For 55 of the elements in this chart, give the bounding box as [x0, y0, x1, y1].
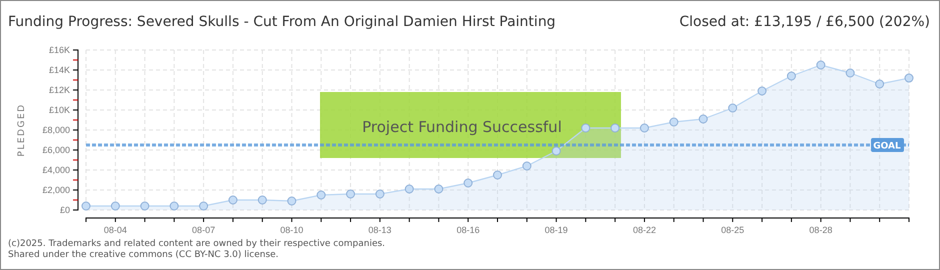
point — [110, 202, 120, 210]
point — [140, 202, 150, 210]
x-tick-label: 08-13 — [368, 225, 392, 236]
y-tick-label: £8,000 — [42, 124, 70, 135]
x-tick-label: 08-04 — [104, 225, 127, 236]
point — [904, 74, 914, 83]
point — [434, 184, 444, 194]
point — [82, 202, 90, 210]
point — [316, 190, 326, 200]
point — [669, 118, 678, 126]
point — [404, 184, 414, 194]
y-tick-label: £10K — [48, 104, 70, 115]
point — [552, 146, 561, 156]
y-tick-label: £16K — [48, 44, 70, 55]
point — [258, 196, 267, 204]
point — [375, 190, 384, 198]
text: (c)2025. Trademarks and related content are owned by their respective companies. — [8, 239, 386, 249]
y-tick-label: £12K — [48, 84, 70, 95]
y-tick-label: £2,000 — [42, 184, 70, 195]
point — [170, 202, 179, 210]
point — [786, 72, 796, 80]
point — [287, 196, 296, 206]
x-tick-label: 08-22 — [632, 225, 656, 236]
chart-title: Funding Progress: Severed Skulls - Cut From An Original Damien Hirst Painting — [8, 14, 556, 30]
y-tick-label: £0 — [60, 204, 70, 215]
point — [640, 124, 649, 132]
ref-line-label: GOAL — [873, 142, 902, 152]
x-tick-label: 08-28 — [809, 225, 832, 236]
point — [610, 124, 620, 132]
y-tick-label: £4,000 — [42, 164, 70, 175]
point — [846, 68, 855, 78]
point — [228, 196, 238, 204]
text: Shared under the creative commons (CC BY-NC 3.0) license. — [8, 250, 279, 260]
y-axis-title: PLEDGED — [17, 103, 27, 157]
success-banner: Project Funding Successful — [320, 92, 621, 158]
chart-subtitle: Closed at: £13,195 / £6,500 (202%) — [679, 14, 930, 30]
point — [698, 114, 708, 124]
y-tick-label: £14K — [48, 64, 70, 75]
x-tick-label: 08-07 — [192, 225, 216, 236]
annotation: Project Funding Successful — [362, 118, 562, 136]
point — [493, 170, 502, 180]
y-tick-label: £6,000 — [42, 144, 70, 155]
point — [728, 104, 738, 112]
point — [816, 60, 826, 70]
point — [581, 124, 590, 132]
x-tick-label: 08-25 — [721, 225, 744, 236]
point — [758, 86, 767, 96]
point — [522, 162, 532, 170]
x-tick-label: 08-16 — [456, 225, 480, 236]
point — [346, 190, 356, 198]
x-tick-label: 08-10 — [280, 225, 304, 236]
point — [875, 80, 884, 88]
point — [464, 178, 473, 188]
point — [199, 202, 208, 210]
x-tick-label: 08-19 — [544, 225, 568, 236]
